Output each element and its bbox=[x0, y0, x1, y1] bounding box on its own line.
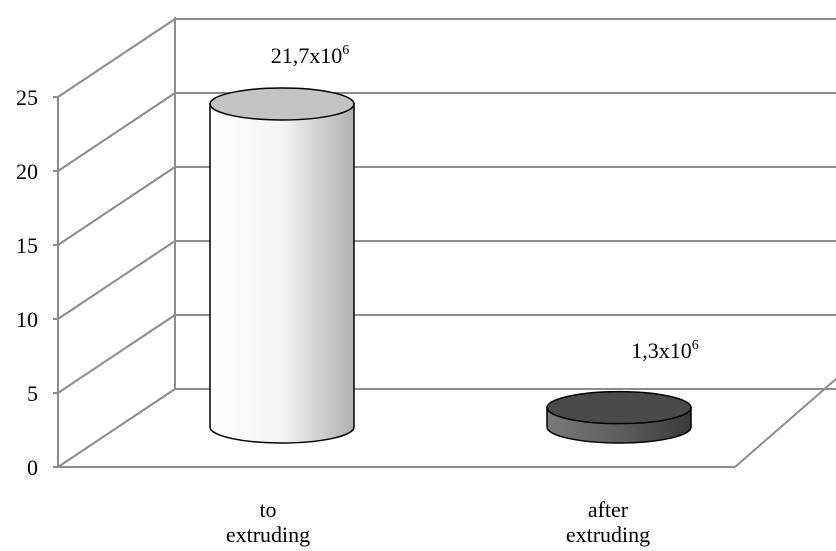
y-axis-ticks: 0 5 10 15 20 25 bbox=[16, 85, 38, 480]
floor-right-edge bbox=[734, 378, 836, 468]
bar-1 bbox=[546, 390, 692, 444]
data-label: 21,7x106 bbox=[271, 43, 350, 68]
category-label: to bbox=[259, 497, 276, 522]
bar-body bbox=[209, 103, 355, 444]
gridline-side bbox=[57, 240, 176, 320]
gridline-side bbox=[57, 92, 176, 172]
gridline-side bbox=[57, 18, 176, 98]
y-tick-label: 10 bbox=[16, 307, 38, 332]
gridline-side bbox=[57, 388, 176, 468]
category-label: extruding bbox=[566, 522, 650, 547]
y-tick-label: 5 bbox=[27, 381, 38, 406]
bars bbox=[209, 87, 692, 444]
gridline-side bbox=[57, 314, 176, 394]
data-label: 1,3x106 bbox=[631, 338, 699, 363]
bar-top bbox=[209, 87, 355, 121]
category-label: after bbox=[588, 497, 629, 522]
y-tick-label: 25 bbox=[16, 85, 38, 110]
bar-0 bbox=[209, 87, 355, 444]
data-labels: 21,7x106 1,3x106 bbox=[271, 43, 699, 363]
bar-top bbox=[546, 390, 692, 425]
y-tick-label: 15 bbox=[16, 233, 38, 258]
y-tick-label: 20 bbox=[16, 159, 38, 184]
gridlines bbox=[53, 17, 836, 468]
category-label: extruding bbox=[226, 522, 310, 547]
y-tick-label: 0 bbox=[27, 455, 38, 480]
gridline-side bbox=[57, 166, 176, 246]
